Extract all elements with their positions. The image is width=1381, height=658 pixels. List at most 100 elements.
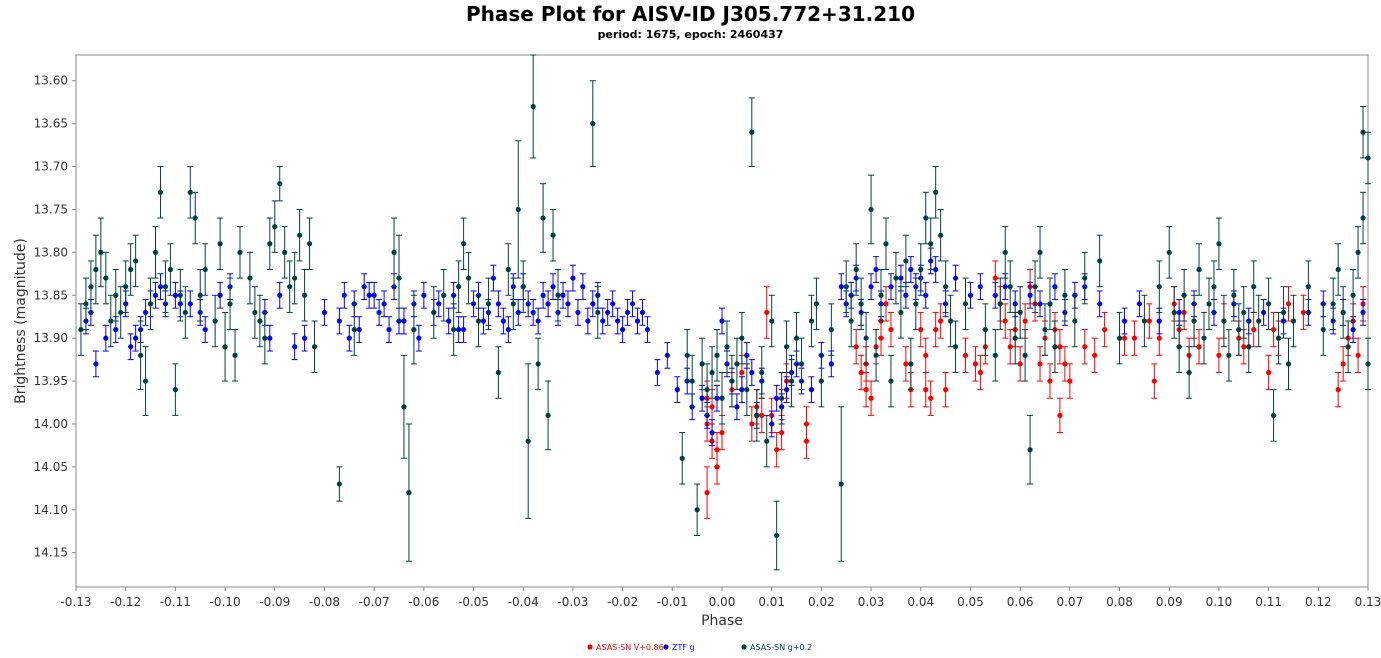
data-point: [1136, 301, 1143, 307]
data-point: [257, 318, 263, 324]
data-point: [784, 387, 790, 393]
data-point: [461, 326, 467, 333]
data-point: [128, 344, 134, 350]
data-point: [500, 318, 506, 324]
data-point: [719, 429, 725, 436]
data-point: [1241, 344, 1247, 350]
data-point: [943, 387, 949, 393]
data-point: [217, 241, 223, 247]
data-point: [674, 387, 680, 393]
data-point: [878, 335, 884, 341]
y-tick-label: 14.10: [34, 503, 68, 517]
data-point: [262, 335, 268, 341]
data-point: [1365, 155, 1371, 161]
data-point: [232, 352, 238, 358]
y-tick-label: 13.80: [34, 245, 68, 259]
data-point: [167, 266, 174, 273]
data-point: [133, 335, 139, 341]
data-point: [103, 275, 109, 281]
x-tick-label: 0.11: [1255, 595, 1282, 609]
data-point: [465, 275, 472, 281]
data-point: [774, 447, 780, 453]
data-point: [535, 318, 541, 324]
data-point: [1280, 309, 1287, 316]
data-point: [952, 344, 959, 350]
data-point: [1340, 361, 1346, 367]
x-tick-label: -0.07: [359, 595, 390, 609]
data-point: [1350, 292, 1356, 298]
data-point: [172, 387, 178, 393]
data-point: [590, 301, 596, 307]
data-point: [272, 224, 278, 230]
data-point: [1355, 249, 1361, 255]
data-point: [644, 326, 651, 333]
data-point: [376, 309, 382, 316]
data-point: [1082, 275, 1088, 281]
data-point: [510, 301, 516, 307]
data-point: [336, 318, 342, 324]
data-point: [1330, 301, 1336, 307]
data-point: [774, 532, 780, 539]
data-point: [828, 361, 834, 367]
data-point: [1221, 318, 1227, 324]
data-point: [252, 309, 258, 316]
data-point: [868, 395, 874, 401]
data-point: [629, 301, 636, 307]
data-point: [818, 378, 824, 384]
data-point: [923, 387, 929, 393]
data-point: [1251, 284, 1257, 290]
data-point: [525, 301, 531, 307]
data-point: [749, 421, 755, 427]
legend-label: ASAS-SN g+0.2: [750, 643, 812, 652]
data-point: [928, 241, 934, 247]
data-point: [1181, 292, 1187, 298]
data-point: [888, 284, 894, 290]
data-point: [1251, 326, 1257, 333]
data-point: [88, 284, 94, 290]
data-point: [441, 292, 447, 298]
data-point: [709, 429, 715, 436]
data-point: [1236, 326, 1242, 333]
data-point: [475, 318, 482, 324]
data-point: [798, 361, 805, 367]
data-point: [982, 326, 988, 333]
data-point: [1141, 318, 1147, 324]
data-point: [764, 438, 770, 444]
data-point: [172, 292, 178, 298]
data-point: [962, 301, 969, 307]
data-point: [1290, 318, 1297, 324]
data-point: [769, 318, 775, 324]
data-point: [406, 490, 412, 496]
data-point: [838, 481, 844, 487]
data-point: [1072, 318, 1078, 324]
data-point: [212, 318, 218, 324]
data-point: [928, 395, 934, 401]
data-point: [1027, 447, 1033, 453]
x-tick-label: 0.12: [1305, 595, 1332, 609]
data-point: [868, 284, 874, 290]
data-point: [734, 404, 740, 410]
data-point: [759, 369, 765, 376]
y-tick-label: 13.75: [34, 202, 68, 216]
data-point: [480, 318, 487, 324]
data-point: [893, 275, 899, 281]
data-point: [580, 284, 586, 290]
data-point: [828, 326, 834, 333]
data-point: [1300, 309, 1306, 316]
data-point: [1216, 241, 1222, 247]
data-point: [779, 429, 785, 436]
data-point: [1022, 318, 1028, 324]
data-point: [734, 361, 740, 367]
data-point: [898, 275, 904, 281]
data-point: [853, 266, 859, 273]
data-point: [898, 309, 904, 316]
data-point: [451, 326, 457, 333]
data-point: [123, 284, 129, 290]
data-point: [714, 395, 720, 401]
data-point: [605, 309, 611, 316]
x-tick-label: 0.13: [1355, 595, 1381, 609]
data-point: [1156, 335, 1162, 341]
data-point: [1131, 335, 1138, 341]
legend-label: ASAS-SN V+0.86: [596, 643, 664, 652]
data-point: [709, 404, 715, 410]
